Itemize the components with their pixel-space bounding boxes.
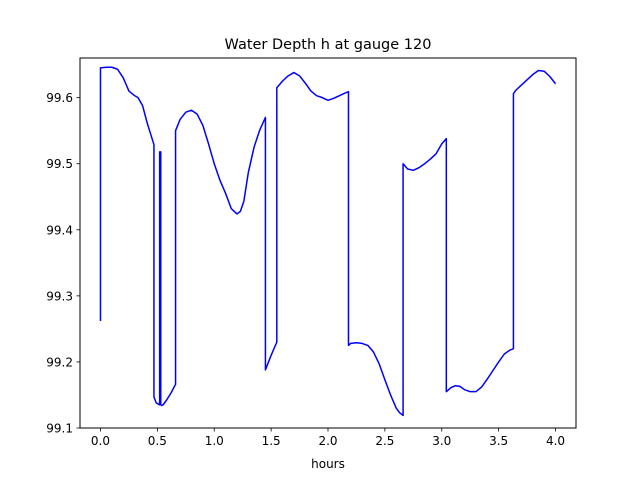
x-axis-title: hours (311, 457, 345, 471)
y-tick-label: 99.3 (46, 289, 73, 303)
y-tick-label: 99.5 (46, 157, 73, 171)
chart-title: Water Depth h at gauge 120 (225, 37, 432, 53)
series-layer (99, 66, 557, 417)
x-tick-label: 3.5 (489, 434, 508, 448)
ticks-layer: 0.0 0.5 1.0 1.5 2.0 2.5 3.0 3.5 4.0 99.1 99.2 99.3 9… (46, 91, 565, 448)
x-tick-label: 0.5 (148, 434, 167, 448)
series-line-0 (99, 66, 557, 417)
y-tick-label: 99.2 (46, 355, 73, 369)
x-tick-label: 1.5 (262, 434, 281, 448)
plot-frame (79, 57, 577, 429)
plot-area (80, 58, 576, 428)
x-tick-label: 2.5 (375, 434, 394, 448)
y-tick-label: 99.1 (46, 422, 73, 436)
x-tick-label: 1.0 (205, 434, 224, 448)
y-tick-label: 99.6 (46, 91, 73, 105)
x-tick-label: 0.0 (91, 434, 110, 448)
y-tick-label: 99.4 (46, 223, 73, 237)
x-tick-label: 3.0 (432, 434, 451, 448)
x-tick-label: 2.0 (318, 434, 337, 448)
x-tick-label: 4.0 (546, 434, 565, 448)
